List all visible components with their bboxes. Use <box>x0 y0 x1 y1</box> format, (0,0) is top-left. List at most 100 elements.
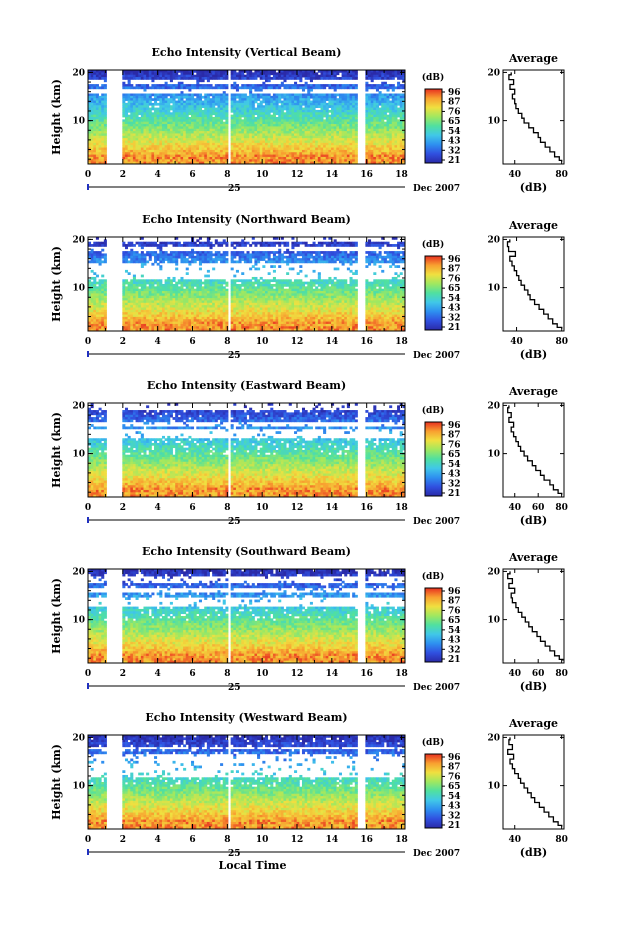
heatmap-cell <box>275 154 279 158</box>
heatmap-cell <box>309 72 313 76</box>
heatmap-cell <box>307 140 311 144</box>
heatmap-cell <box>132 152 136 155</box>
heatmap-cell <box>249 279 253 283</box>
heatmap-cell <box>365 98 369 101</box>
heatmap-cell <box>365 133 369 137</box>
heatmap-cell <box>209 86 213 90</box>
heatmap-cell <box>251 128 255 132</box>
heatmap-cell <box>191 112 195 116</box>
heatmap-cell <box>95 131 99 134</box>
heatmap-cell <box>386 135 390 139</box>
heatmap-cell <box>217 107 221 111</box>
heatmap-cell <box>286 128 290 132</box>
heatmap-cell <box>338 147 342 151</box>
heatmap-cell <box>88 133 92 137</box>
heatmap-cell <box>251 114 255 118</box>
heatmap-cell <box>191 131 195 134</box>
heatmap-cell <box>299 258 303 261</box>
heatmap-cell <box>320 161 324 165</box>
heatmap-cell <box>386 109 390 113</box>
heatmap-cell <box>336 70 340 73</box>
heatmap-cell <box>135 140 139 144</box>
heatmap-cell <box>394 152 398 155</box>
heatmap-cell <box>299 84 303 87</box>
heatmap-cell <box>375 105 379 108</box>
heatmap-cell <box>130 152 134 155</box>
heatmap-cell <box>257 258 261 261</box>
heatmap-cell <box>365 279 369 283</box>
heatmap-cell <box>288 100 292 104</box>
heatmap-cell <box>402 251 406 254</box>
heatmap-cell <box>325 107 329 111</box>
x-tick-label: 18 <box>395 170 408 180</box>
heatmap-cell <box>267 244 271 247</box>
heatmap-cell <box>378 140 382 144</box>
heatmap-cell <box>204 152 208 155</box>
heatmap-cell <box>249 88 253 92</box>
heatmap-cell <box>249 109 253 113</box>
heatmap-cell <box>161 84 166 87</box>
heatmap-cell <box>272 251 276 254</box>
heatmap-cell <box>161 145 166 148</box>
heatmap-cell <box>331 100 335 104</box>
heatmap-cell <box>222 258 226 261</box>
heatmap-cell <box>101 100 105 104</box>
heatmap-cell <box>191 140 195 144</box>
heatmap-cell <box>172 119 176 123</box>
heatmap-cell <box>397 274 401 278</box>
heatmap-cell <box>280 258 284 261</box>
heatmap-cell <box>383 145 387 148</box>
heatmap-cell <box>98 72 102 76</box>
heatmap-cell <box>291 77 295 80</box>
heatmap-cell <box>270 105 274 108</box>
heatmap-cell <box>389 77 393 80</box>
heatmap-cell <box>130 72 134 76</box>
heatmap-cell <box>212 93 216 97</box>
heatmap-cell <box>93 124 97 127</box>
heatmap-cell <box>230 128 234 132</box>
heatmap-cell <box>230 98 234 101</box>
heatmap-cell <box>317 109 321 113</box>
heatmap-cell <box>193 121 197 125</box>
heatmap-cell <box>177 84 181 87</box>
heatmap-cell <box>90 117 94 120</box>
heatmap-cell <box>259 112 263 116</box>
heatmap-cell <box>291 72 295 76</box>
heatmap-cell <box>246 142 250 146</box>
heatmap-cell <box>317 161 321 165</box>
heatmap-cell <box>338 156 342 160</box>
heatmap-cell <box>365 258 369 261</box>
heatmap-cell <box>183 258 187 261</box>
heatmap-cell <box>262 253 266 257</box>
heatmap-cell <box>288 109 292 113</box>
heatmap-cell <box>191 95 195 99</box>
heatmap-cell <box>368 239 372 243</box>
heatmap-cell <box>124 119 129 123</box>
heatmap-cell <box>291 74 295 78</box>
heatmap-cell <box>206 156 210 160</box>
heatmap-cell <box>280 70 284 73</box>
heatmap-cell <box>272 145 276 148</box>
heatmap-cell <box>185 105 189 108</box>
heatmap-cell <box>254 117 258 120</box>
heatmap-cell <box>262 128 266 132</box>
heatmap-cell <box>389 244 393 247</box>
heatmap-cell <box>127 128 131 132</box>
heatmap-cell <box>368 244 372 247</box>
heatmap-cell <box>391 95 395 99</box>
heatmap-cell <box>230 159 234 163</box>
heatmap-cell <box>235 135 239 139</box>
heatmap-cell <box>156 145 160 148</box>
heatmap-cell <box>386 124 390 127</box>
heatmap-cell <box>389 84 393 87</box>
heatmap-cell <box>180 156 184 160</box>
heatmap-cell <box>262 161 266 165</box>
heatmap-cell <box>177 281 181 285</box>
heatmap-cell <box>222 74 226 78</box>
heatmap-cell <box>328 145 332 148</box>
panel-title: Echo Intensity (Northward Beam) <box>142 213 351 226</box>
heatmap-cell <box>198 279 202 283</box>
heatmap-cell <box>161 156 166 160</box>
heatmap-cell <box>130 154 134 158</box>
heatmap-cell <box>198 244 202 247</box>
